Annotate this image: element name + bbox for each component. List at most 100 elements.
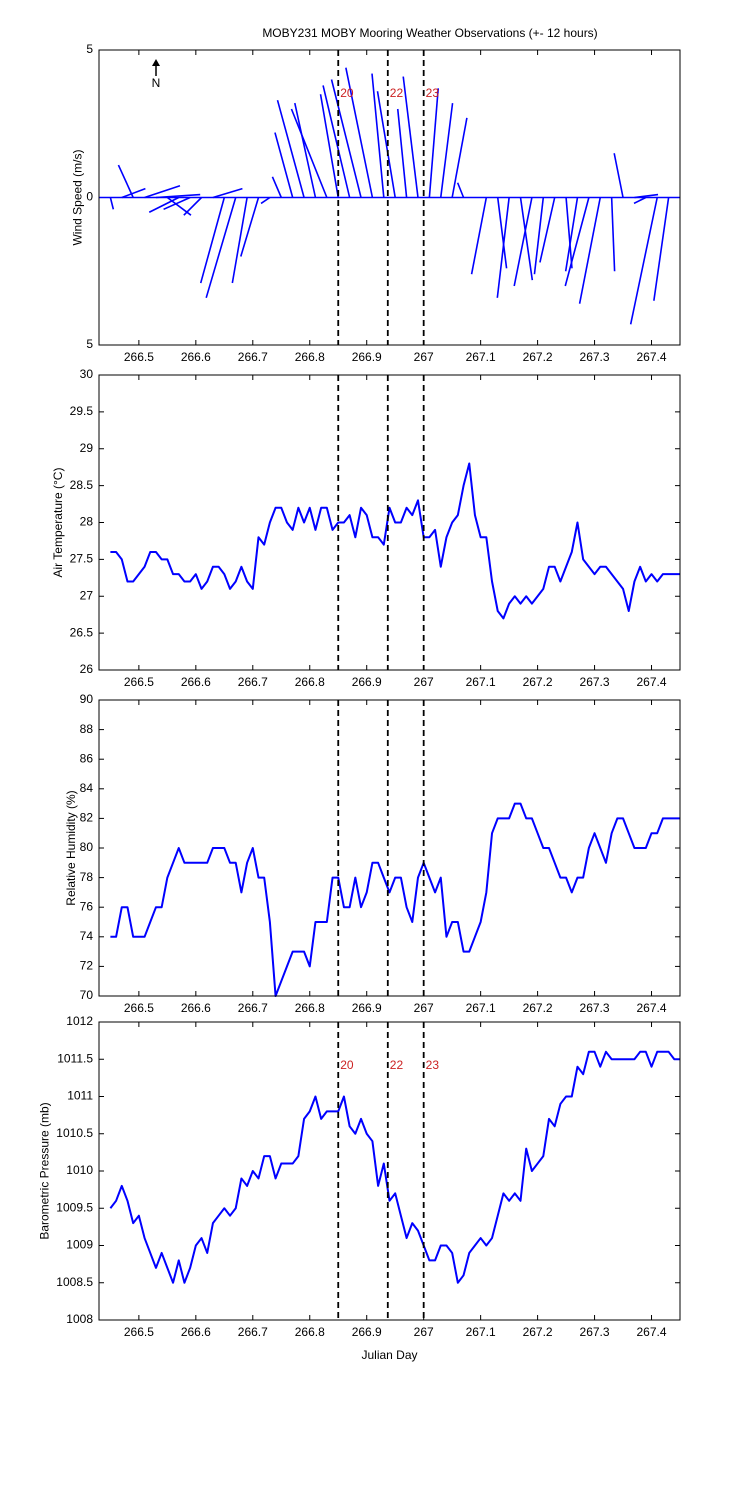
- y-tick-label: 5: [86, 337, 93, 351]
- wind-stick: [533, 197, 545, 275]
- wind-stick: [290, 108, 328, 198]
- y-tick-label: 29: [80, 441, 94, 455]
- x-tick-label: 267.1: [466, 1325, 496, 1339]
- x-tick-label: 267: [414, 1325, 434, 1339]
- wind-stick: [274, 132, 294, 198]
- wind-stick: [199, 197, 226, 284]
- x-tick-label: 267.1: [466, 1001, 496, 1015]
- y-tick-label: 26: [80, 662, 94, 676]
- x-tick-label: 266.8: [295, 350, 325, 364]
- wind-stick: [205, 197, 237, 299]
- wind-stick: [496, 197, 508, 269]
- y-tick-label: 70: [80, 988, 94, 1002]
- wind-stick: [578, 197, 602, 304]
- wind-stick: [148, 196, 180, 213]
- x-tick-label: 267.4: [637, 350, 667, 364]
- x-tick-label: 266.9: [352, 675, 382, 689]
- y-tick-label: 74: [80, 929, 94, 943]
- y-tick-label: 78: [80, 870, 94, 884]
- y-tick-label: 84: [80, 781, 94, 795]
- y-axis-label: Barometric Pressure (mb): [38, 1102, 52, 1239]
- y-tick-label: 26.5: [70, 625, 94, 639]
- x-tick-label: 267: [414, 675, 434, 689]
- event-label: 20: [340, 86, 354, 100]
- wind-stick: [610, 197, 616, 272]
- x-tick-label: 267.3: [580, 350, 610, 364]
- wind-stick: [633, 196, 647, 205]
- y-tick-label: 1012: [66, 1014, 93, 1028]
- wind-stick: [513, 197, 533, 287]
- wind-stick: [396, 108, 408, 198]
- x-tick-label: 267.2: [523, 1325, 553, 1339]
- x-tick-label: 266.7: [238, 350, 268, 364]
- y-tick-label: 27: [80, 588, 94, 602]
- y-tick-label: 28.5: [70, 478, 94, 492]
- y-tick-label: 1010.5: [56, 1126, 93, 1140]
- x-tick-label: 267.2: [523, 1001, 553, 1015]
- x-tick-label: 267: [414, 350, 434, 364]
- plot-frame: [98, 1021, 681, 1321]
- wind-stick: [376, 91, 396, 198]
- wind-stick: [629, 197, 658, 325]
- wind-stick: [276, 99, 305, 198]
- x-tick-label: 267.4: [637, 1001, 667, 1015]
- wind-stick: [428, 88, 440, 198]
- y-tick-label: 27.5: [70, 552, 94, 566]
- wind-stick: [240, 197, 260, 257]
- y-tick-label: 1009: [66, 1238, 93, 1252]
- wind-stick: [496, 197, 510, 298]
- x-tick-label: 267.2: [523, 675, 553, 689]
- x-tick-label: 266.8: [295, 1325, 325, 1339]
- wind-stick: [402, 76, 419, 198]
- y-tick-label: 82: [80, 811, 94, 825]
- wind-stick: [470, 197, 488, 275]
- wind-stick: [539, 197, 556, 263]
- y-tick-label: 28: [80, 515, 94, 529]
- wind-stick: [564, 197, 590, 287]
- plot-frame: [98, 374, 681, 671]
- wind-stick: [231, 197, 248, 284]
- x-tick-label: 266.9: [352, 1001, 382, 1015]
- wind-stick: [109, 197, 115, 210]
- x-tick-label: 267.4: [637, 675, 667, 689]
- wind-stick: [456, 182, 465, 198]
- x-tick-label: 267: [414, 1001, 434, 1015]
- y-tick-label: 29.5: [70, 404, 94, 418]
- x-tick-label: 266.6: [181, 1325, 211, 1339]
- x-tick-label: 266.9: [352, 1325, 382, 1339]
- y-tick-label: 76: [80, 899, 94, 913]
- wind-stick: [121, 187, 146, 199]
- x-axis-label: Julian Day: [361, 1348, 417, 1362]
- wind-stick: [319, 94, 340, 198]
- wind-stick: [451, 117, 468, 198]
- x-tick-label: 267.3: [580, 1325, 610, 1339]
- x-tick-label: 266.8: [295, 675, 325, 689]
- wind-stick: [439, 103, 454, 198]
- chart-title: MOBY231 MOBY Mooring Weather Observation…: [262, 26, 597, 40]
- x-tick-label: 267.1: [466, 675, 496, 689]
- x-tick-label: 266.6: [181, 675, 211, 689]
- wind-stick: [271, 176, 283, 198]
- wind-stick: [322, 85, 351, 198]
- event-label: 22: [390, 86, 404, 100]
- plot-area: [99, 375, 680, 670]
- y-tick-label: 0: [86, 190, 93, 204]
- x-tick-label: 266.8: [295, 1001, 325, 1015]
- x-tick-label: 267.2: [523, 350, 553, 364]
- wind-stick: [163, 196, 191, 211]
- wind-stick: [294, 102, 317, 198]
- wind-stick: [371, 73, 385, 198]
- x-tick-label: 266.5: [124, 1001, 154, 1015]
- y-tick-label: 72: [80, 959, 94, 973]
- wind-stick: [212, 187, 243, 199]
- wind-stick: [345, 67, 374, 198]
- x-tick-label: 267.3: [580, 1001, 610, 1015]
- plot-area: [99, 700, 680, 996]
- y-tick-label: 1010: [66, 1163, 93, 1177]
- y-tick-label: 80: [80, 840, 94, 854]
- x-tick-label: 266.7: [238, 1001, 268, 1015]
- wind-stick: [519, 197, 534, 281]
- plot-frame: [98, 49, 681, 346]
- y-tick-label: 90: [80, 692, 94, 706]
